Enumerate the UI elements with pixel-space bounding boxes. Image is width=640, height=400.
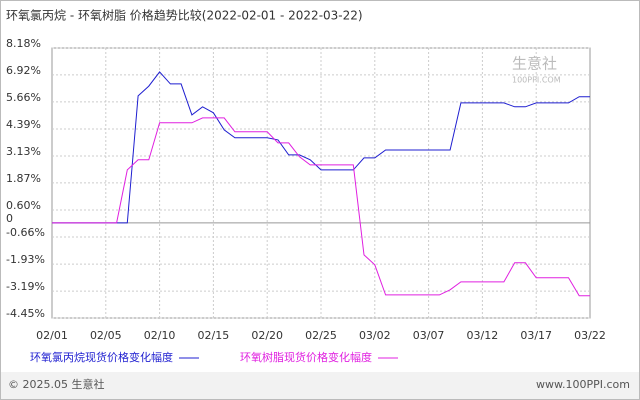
x-tick-label: 03/22 xyxy=(574,329,606,342)
series-line xyxy=(52,117,590,297)
watermark: 生意社 xyxy=(512,55,557,73)
y-tick-label: 8.18% xyxy=(6,37,41,50)
x-tick-label: 02/05 xyxy=(90,329,122,342)
x-tick-label: 02/10 xyxy=(144,329,176,342)
x-tick-label: 03/17 xyxy=(520,329,552,342)
y-tick-label: -3.19% xyxy=(6,280,45,293)
legend-label: 环氧氯丙烷现货价格变化幅度 xyxy=(30,350,173,364)
y-tick-label: 5.66% xyxy=(6,91,41,104)
series-line xyxy=(52,71,590,224)
x-tick-label: 02/01 xyxy=(36,329,68,342)
x-tick-label: 03/02 xyxy=(359,329,391,342)
x-tick-label: 02/25 xyxy=(305,329,337,342)
legend-label: 环氧树脂现货价格变化幅度 xyxy=(240,350,372,364)
footer-right: www.100PPI.com xyxy=(536,378,630,391)
footer-left: © 2025.05 生意社 xyxy=(8,377,104,391)
y-tick-label: 0.60% xyxy=(6,199,41,212)
y-tick-label: 3.13% xyxy=(6,145,41,158)
y-tick-label: 0 xyxy=(6,212,13,225)
x-tick-label: 03/07 xyxy=(413,329,445,342)
x-tick-label: 02/15 xyxy=(198,329,230,342)
y-tick-label: 1.87% xyxy=(6,172,41,185)
y-tick-label: -1.93% xyxy=(6,253,45,266)
y-tick-label: 4.39% xyxy=(6,118,41,131)
y-tick-label: -4.45% xyxy=(6,307,45,320)
x-tick-label: 02/20 xyxy=(251,329,283,342)
y-tick-label: 6.92% xyxy=(6,64,41,77)
chart-title: 环氧氯丙烷 - 环氧树脂 价格趋势比较(2022-02-01 - 2022-03… xyxy=(6,8,363,23)
footer-bg xyxy=(1,372,639,399)
y-tick-label: -0.66% xyxy=(6,226,45,239)
x-tick-label: 03/12 xyxy=(467,329,499,342)
